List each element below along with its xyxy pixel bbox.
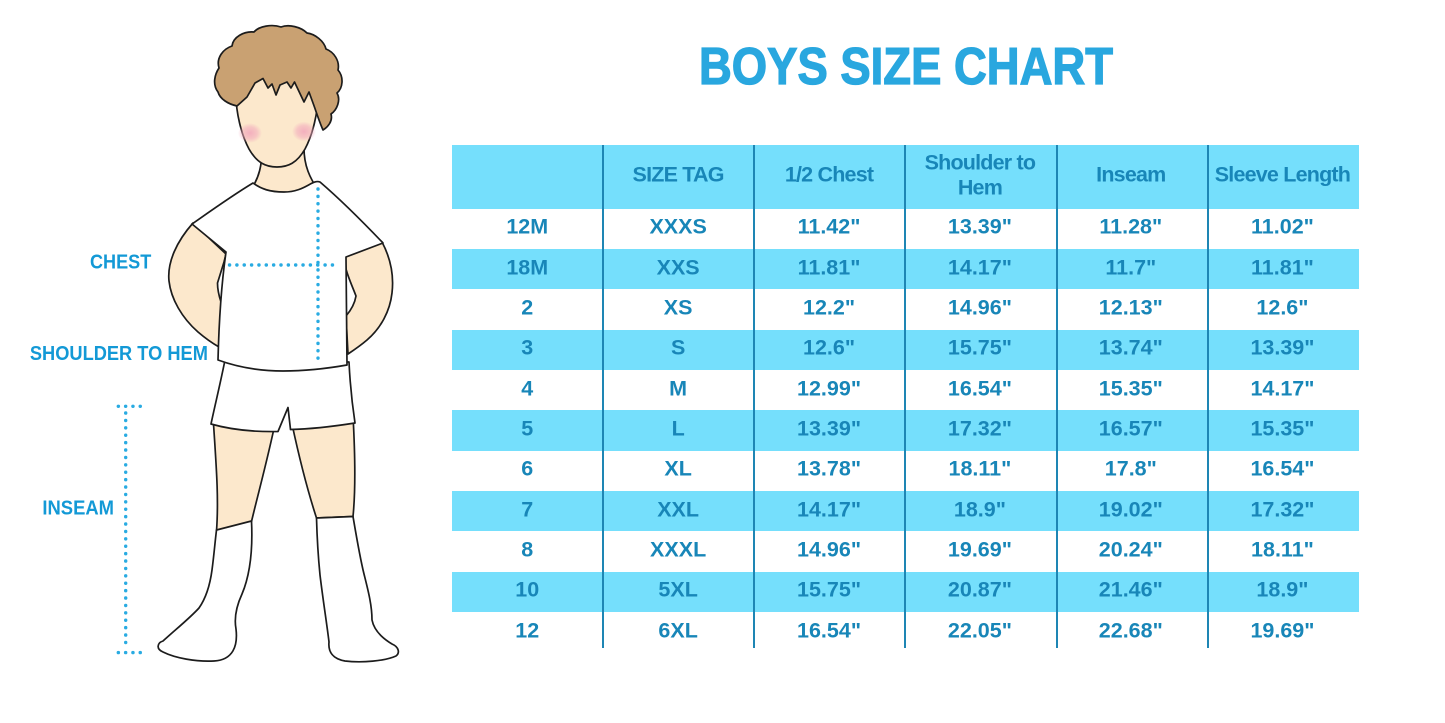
svg-text:INSEAM: INSEAM [42,497,114,520]
svg-text:BOYS SIZE CHART: BOYS SIZE CHART [699,38,1113,96]
svg-text:SHOULDER TO HEM: SHOULDER TO HEM [30,342,208,365]
svg-text:CHEST: CHEST [90,250,152,273]
